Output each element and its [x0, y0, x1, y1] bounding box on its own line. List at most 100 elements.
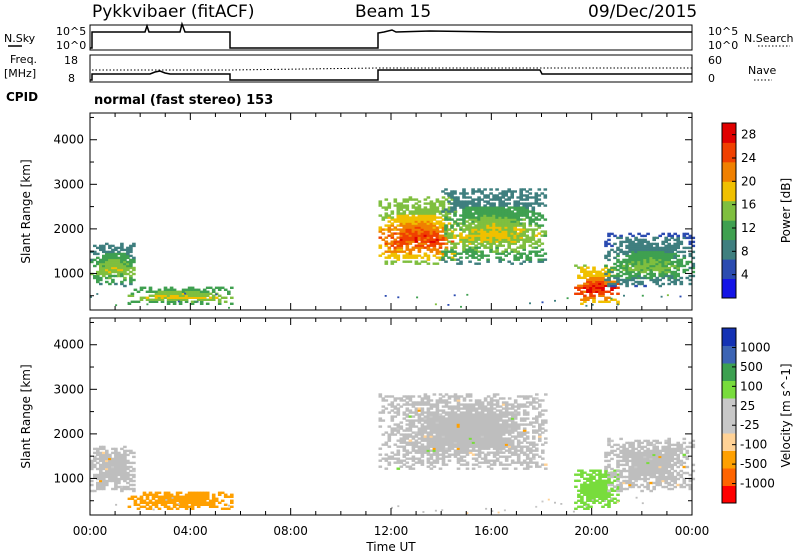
data-cell	[501, 445, 506, 448]
data-cell	[447, 200, 451, 203]
data-cell	[631, 447, 635, 451]
data-cell	[538, 415, 542, 418]
data-cell	[607, 473, 611, 476]
data-cell	[486, 246, 490, 249]
colorbar-segment	[722, 328, 736, 346]
colorbar-tick-label: 20	[741, 174, 756, 188]
data-cell	[435, 423, 440, 426]
data-cell	[477, 238, 481, 241]
data-cell	[429, 427, 434, 430]
data-cell	[99, 479, 103, 483]
data-cell	[444, 427, 449, 430]
data-cell	[649, 264, 653, 268]
data-cell	[667, 473, 671, 477]
data-cell	[532, 435, 536, 438]
freq-tick-low: 8	[68, 72, 75, 85]
data-cell	[661, 459, 665, 463]
data-cell	[598, 501, 602, 504]
data-cell	[607, 276, 611, 280]
data-cell	[634, 451, 638, 455]
data-cell	[483, 238, 487, 241]
data-cell	[646, 266, 650, 270]
data-cell	[628, 248, 632, 252]
data-cell	[519, 208, 523, 211]
data-cell	[516, 443, 521, 446]
freq-trace	[90, 69, 692, 81]
data-cell	[468, 248, 472, 251]
data-cell	[432, 447, 437, 450]
data-cell	[160, 290, 165, 293]
data-cell	[637, 441, 641, 445]
data-cell	[543, 230, 548, 233]
data-cell	[649, 268, 653, 272]
data-cell	[637, 282, 641, 286]
data-cell	[492, 429, 497, 432]
data-cell	[676, 443, 680, 447]
data-cell	[423, 451, 428, 454]
data-cell	[643, 270, 647, 274]
data-cell	[586, 483, 590, 486]
data-cell	[486, 403, 491, 406]
data-cell	[444, 405, 449, 408]
data-cell	[540, 230, 545, 233]
data-cell	[477, 439, 482, 442]
data-cell	[432, 439, 437, 442]
data-cell	[432, 212, 437, 215]
data-cell	[507, 427, 512, 430]
data-cell	[432, 210, 437, 213]
data-cell	[619, 264, 623, 268]
data-cell	[492, 240, 496, 243]
data-cell	[619, 250, 623, 254]
data-cell	[187, 501, 192, 504]
data-cell	[486, 202, 490, 205]
data-cell	[163, 294, 168, 297]
data-cell	[679, 469, 684, 473]
data-cell	[202, 292, 207, 295]
data-cell	[610, 451, 614, 455]
data-cell	[501, 397, 506, 400]
data-cell	[544, 393, 548, 396]
data-cell	[111, 471, 115, 475]
data-cell	[178, 296, 183, 299]
data-cell	[102, 483, 106, 487]
data-cell	[148, 286, 153, 289]
data-cell	[495, 216, 499, 219]
data-cell	[187, 505, 192, 508]
data-cell	[619, 437, 623, 441]
data-cell	[580, 487, 584, 490]
data-cell	[507, 244, 511, 247]
data-cell	[157, 499, 162, 502]
data-cell	[589, 477, 593, 480]
data-cell	[531, 238, 536, 241]
data-cell	[154, 300, 159, 303]
data-cell	[541, 399, 545, 402]
data-cell	[486, 453, 491, 456]
data-cell	[450, 411, 455, 414]
data-cell	[453, 435, 458, 438]
data-cell	[129, 449, 133, 453]
data-cell	[688, 254, 693, 258]
data-cell	[387, 461, 392, 464]
data-cell	[123, 469, 127, 473]
data-cell	[438, 244, 443, 247]
data-cell	[393, 226, 398, 229]
data-cell	[495, 405, 500, 408]
data-cell	[429, 238, 434, 241]
data-cell	[649, 473, 653, 477]
data-cell	[492, 212, 496, 215]
data-cell	[99, 453, 103, 457]
data-cell	[123, 264, 127, 268]
data-cell	[595, 288, 599, 291]
data-cell	[688, 240, 693, 244]
data-cell	[102, 256, 106, 260]
data-cell	[534, 222, 539, 225]
y-tick-label: 3000	[53, 382, 84, 396]
data-cell	[426, 214, 431, 217]
data-cell	[498, 230, 502, 233]
data-cell	[498, 397, 503, 400]
data-cell	[480, 218, 484, 221]
data-cell	[634, 250, 638, 254]
data-cell	[664, 467, 668, 471]
data-cell	[637, 244, 641, 248]
data-cell	[480, 419, 485, 422]
